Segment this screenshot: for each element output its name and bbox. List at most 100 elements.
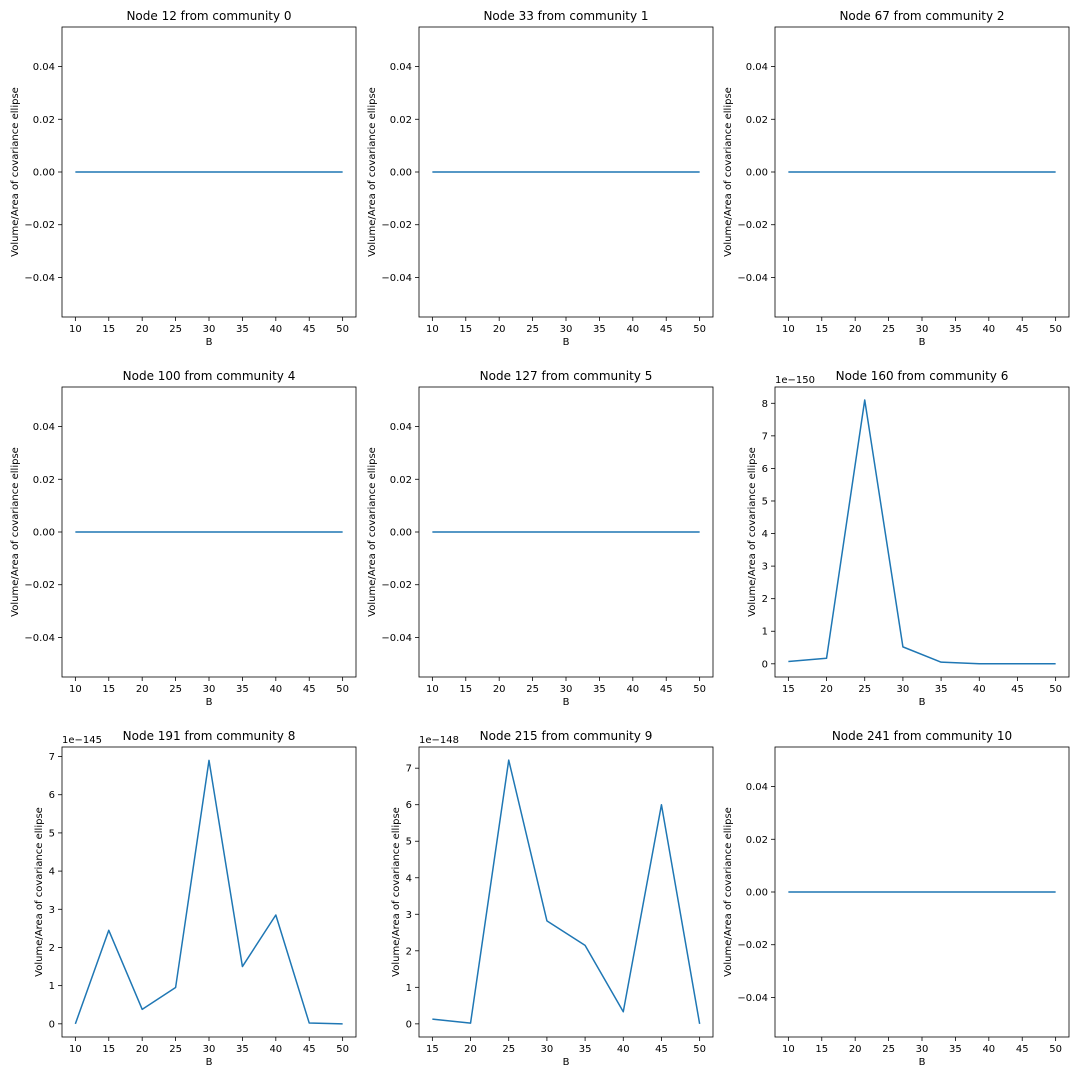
x-tick-label: 25	[526, 324, 539, 335]
x-tick-label: 30	[897, 684, 910, 695]
plot-frame	[774, 386, 1070, 678]
x-tick-label: 50	[336, 324, 349, 335]
x-tick-label: 15	[815, 1044, 828, 1055]
y-tick-label: 8	[762, 399, 768, 410]
y-tick-label: −0.02	[24, 220, 55, 231]
chart-title: Node 191 from community 8	[123, 729, 296, 743]
x-tick-label: 50	[693, 324, 706, 335]
subplot-9: Node 241 from community 10 10 15 20 25 30 35 40…	[723, 729, 1070, 1068]
y-tick-label: −0.04	[381, 633, 412, 644]
chart-title: Node 33 from community 1	[483, 9, 648, 23]
subplot-4: Node 100 from community 4 10 15 20 25 30 35 40 4…	[10, 369, 357, 708]
x-tick-label: 10	[69, 684, 82, 695]
y-tick-label: 1	[406, 983, 412, 994]
y-tick-label: −0.02	[381, 220, 412, 231]
x-tick-label: 30	[916, 1044, 929, 1055]
x-axis-label: B	[919, 337, 926, 348]
x-tick-label: 25	[169, 684, 182, 695]
y-tick-label: 0.02	[746, 115, 768, 126]
chart-title: Node 127 from community 5	[480, 369, 653, 383]
y-tick-label: 5	[406, 837, 412, 848]
y-axis-label: Volume/Area of covariance ellipse	[10, 87, 21, 257]
y-offset-text: 1e−145	[62, 735, 102, 746]
y-tick-label: 6	[762, 464, 768, 475]
x-tick-label: 25	[169, 1044, 182, 1055]
y-tick-label: −0.04	[381, 273, 412, 284]
x-tick-label: 20	[136, 684, 149, 695]
y-tick-label: −0.02	[24, 580, 55, 591]
x-axis-label: B	[206, 337, 213, 348]
plot-frame	[418, 746, 714, 1038]
x-tick-label: 10	[782, 324, 795, 335]
x-tick-label: 45	[1016, 1044, 1029, 1055]
y-tick-label: 5	[762, 496, 768, 507]
subplot-8: Node 215 from community 915 20 25 30 35 40 45 5…	[391, 729, 714, 1068]
x-tick-label: 20	[493, 684, 506, 695]
x-tick-label: 15	[459, 684, 472, 695]
y-tick-label: 1	[762, 627, 768, 638]
y-tick-label: 0.00	[33, 168, 55, 179]
y-tick-label: 0.00	[746, 888, 768, 899]
x-tick-label: 40	[982, 1044, 995, 1055]
x-tick-label: 25	[858, 684, 871, 695]
x-tick-label: 50	[693, 684, 706, 695]
y-tick-label: −0.04	[737, 993, 768, 1004]
y-tick-label: 7	[49, 752, 55, 763]
chart-title: Node 215 from community 9	[480, 729, 653, 743]
x-tick-label: 45	[1016, 324, 1029, 335]
y-axis-label: Volume/Area of covariance ellipse	[10, 447, 21, 617]
y-axis-label: Volume/Area of covariance ellipse	[391, 807, 402, 977]
x-tick-label: 25	[169, 324, 182, 335]
chart-title: Node 67 from community 2	[839, 9, 1004, 23]
x-tick-label: 45	[303, 1044, 316, 1055]
y-tick-label: 6	[406, 800, 412, 811]
y-tick-label: 0.02	[746, 835, 768, 846]
y-tick-label: 0.04	[33, 62, 55, 73]
x-tick-label: 20	[464, 1044, 477, 1055]
x-tick-label: 30	[203, 324, 216, 335]
y-tick-label: 0	[49, 1019, 55, 1030]
x-tick-label: 20	[849, 1044, 862, 1055]
x-tick-label: 40	[617, 1044, 630, 1055]
x-axis-label: B	[206, 697, 213, 708]
subplot-7: Node 191 from community 810 15 20 25 30 35 40 4…	[34, 729, 357, 1068]
x-tick-label: 10	[782, 1044, 795, 1055]
x-tick-label: 35	[579, 1044, 592, 1055]
x-tick-label: 45	[655, 1044, 668, 1055]
x-axis-label: B	[563, 1057, 570, 1068]
y-tick-label: 6	[49, 790, 55, 801]
y-tick-label: 3	[49, 905, 55, 916]
x-tick-label: 35	[949, 1044, 962, 1055]
y-tick-label: 0.04	[746, 782, 768, 793]
y-tick-label: −0.04	[24, 633, 55, 644]
y-tick-label: 3	[406, 910, 412, 921]
x-tick-label: 40	[269, 1044, 282, 1055]
y-tick-label: −0.02	[381, 580, 412, 591]
y-tick-label: 0.02	[33, 475, 55, 486]
x-tick-label: 50	[1049, 324, 1062, 335]
x-tick-label: 20	[849, 324, 862, 335]
x-tick-label: 10	[426, 324, 439, 335]
y-tick-label: 0.00	[33, 528, 55, 539]
y-tick-label: 4	[406, 873, 412, 884]
x-tick-label: 30	[203, 684, 216, 695]
y-tick-label: 0.00	[746, 168, 768, 179]
y-tick-label: 0.02	[390, 475, 412, 486]
x-tick-label: 30	[541, 1044, 554, 1055]
chart-title: Node 100 from community 4	[123, 369, 296, 383]
x-axis-label: B	[919, 697, 926, 708]
x-tick-label: 45	[660, 324, 673, 335]
x-tick-label: 20	[820, 684, 833, 695]
x-tick-label: 15	[102, 684, 115, 695]
x-tick-label: 35	[935, 684, 948, 695]
x-tick-label: 15	[459, 324, 472, 335]
x-tick-label: 15	[782, 684, 795, 695]
x-tick-label: 35	[236, 1044, 249, 1055]
x-tick-label: 10	[69, 324, 82, 335]
x-tick-label: 45	[660, 684, 673, 695]
y-tick-label: 0.04	[746, 62, 768, 73]
x-tick-label: 25	[502, 1044, 515, 1055]
y-tick-label: 0	[762, 659, 768, 670]
y-tick-label: 0.00	[390, 528, 412, 539]
